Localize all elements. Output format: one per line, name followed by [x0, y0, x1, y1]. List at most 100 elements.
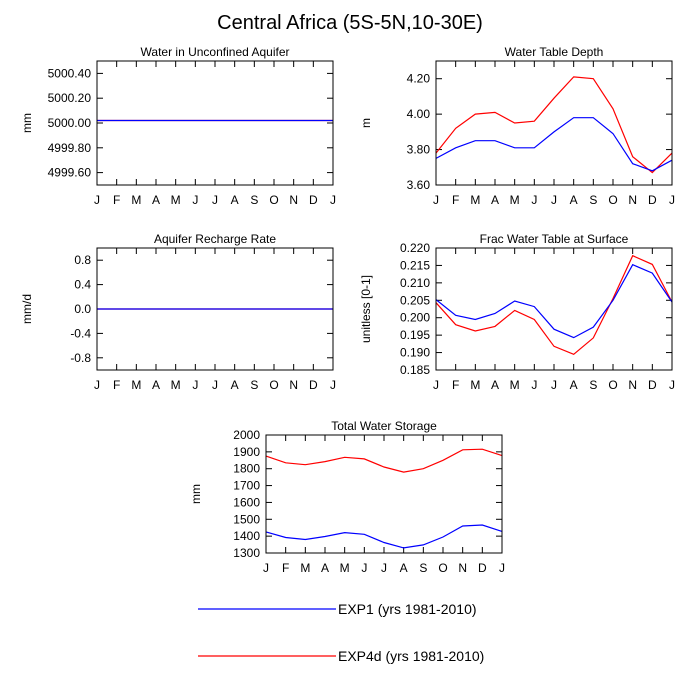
x-tick-label: M [171, 193, 181, 207]
x-tick-label: J [361, 561, 367, 575]
x-tick-label: F [113, 378, 120, 392]
y-tick-label: 0.8 [74, 253, 91, 267]
y-tick-label: 1600 [233, 495, 260, 509]
x-tick-label: J [94, 193, 100, 207]
x-tick-label: N [628, 378, 637, 392]
y-tick-label: 5000.20 [48, 91, 92, 105]
x-tick-label: S [589, 378, 597, 392]
y-tick-label: 4.00 [407, 107, 431, 121]
x-tick-label: A [570, 193, 578, 207]
x-tick-label: O [438, 561, 447, 575]
y-tick-label: 2000 [233, 428, 260, 442]
y-axis-label: unitless [0-1] [359, 275, 373, 343]
legend-label: EXP1 (yrs 1981-2010) [338, 601, 477, 617]
x-tick-label: A [491, 193, 499, 207]
panel-title: Frac Water Table at Surface [480, 232, 629, 246]
x-tick-label: J [94, 378, 100, 392]
x-tick-label: M [300, 561, 310, 575]
x-tick-label: D [478, 561, 487, 575]
x-tick-label: J [263, 561, 269, 575]
x-tick-label: O [608, 378, 617, 392]
x-tick-label: D [309, 378, 318, 392]
x-tick-label: N [289, 378, 298, 392]
x-tick-label: S [250, 193, 258, 207]
y-tick-label: 1300 [233, 546, 260, 560]
x-tick-label: F [452, 378, 459, 392]
x-tick-label: M [171, 378, 181, 392]
x-tick-label: D [648, 193, 657, 207]
x-tick-label: M [470, 378, 480, 392]
x-tick-label: J [192, 193, 198, 207]
x-tick-label: A [570, 378, 578, 392]
plot-frame [96, 60, 334, 186]
x-tick-label: A [400, 561, 408, 575]
x-tick-label: A [321, 561, 329, 575]
y-tick-label: 0.0 [74, 302, 91, 316]
x-tick-label: J [433, 193, 439, 207]
x-tick-label: M [510, 193, 520, 207]
x-tick-label: S [419, 561, 427, 575]
y-tick-label: 3.60 [407, 178, 431, 192]
x-tick-label: M [510, 378, 520, 392]
x-tick-label: S [250, 378, 258, 392]
y-tick-label: 1400 [233, 529, 260, 543]
x-tick-label: J [212, 193, 218, 207]
y-tick-label: 4999.80 [48, 141, 92, 155]
y-tick-label: 4.20 [407, 72, 431, 86]
y-tick-label: 1800 [233, 462, 260, 476]
x-tick-label: F [113, 193, 120, 207]
x-tick-label: A [231, 378, 239, 392]
y-tick-label: 3.80 [407, 143, 431, 157]
y-tick-label: 1500 [233, 512, 260, 526]
x-tick-label: J [381, 561, 387, 575]
x-tick-label: N [289, 193, 298, 207]
x-tick-label: N [628, 193, 637, 207]
y-axis-label: mm [20, 113, 34, 133]
panel-title: Water Table Depth [505, 45, 604, 59]
x-tick-label: J [551, 378, 557, 392]
y-axis-label: m [359, 118, 373, 128]
y-tick-label: 0.200 [400, 311, 430, 325]
y-tick-label: 0.220 [400, 241, 430, 255]
y-axis-label: mm/d [20, 294, 34, 324]
panel-title: Total Water Storage [331, 419, 437, 433]
x-tick-label: O [269, 193, 278, 207]
x-tick-label: M [470, 193, 480, 207]
x-tick-label: M [131, 378, 141, 392]
x-tick-label: J [669, 378, 675, 392]
plot-frame [265, 434, 503, 554]
plot-frame [435, 60, 673, 186]
x-tick-label: J [212, 378, 218, 392]
x-tick-label: J [531, 378, 537, 392]
x-tick-label: J [330, 378, 336, 392]
series-line-exp1 [435, 117, 673, 172]
plot-frame [96, 247, 334, 371]
x-tick-label: F [452, 193, 459, 207]
x-tick-label: J [551, 193, 557, 207]
series-line-exp1 [435, 263, 673, 339]
y-tick-label: 4999.60 [48, 166, 92, 180]
y-tick-label: -0.4 [70, 326, 91, 340]
x-tick-label: A [491, 378, 499, 392]
series-line-exp4d [265, 448, 503, 473]
panel-title: Aquifer Recharge Rate [154, 232, 276, 246]
x-tick-label: A [152, 193, 160, 207]
plot-frame [435, 247, 673, 371]
x-tick-label: M [340, 561, 350, 575]
x-tick-label: D [648, 378, 657, 392]
x-tick-label: D [309, 193, 318, 207]
series-line-exp4d [435, 254, 673, 355]
panel-title: Water in Unconfined Aquifer [141, 45, 290, 59]
y-tick-label: 0.185 [400, 363, 430, 377]
legend-item-1: EXP1 (yrs 1981-2010) [198, 601, 477, 617]
y-tick-label: 0.4 [74, 278, 91, 292]
x-tick-label: N [458, 561, 467, 575]
x-tick-label: J [192, 378, 198, 392]
legend-label: EXP4d (yrs 1981-2010) [338, 648, 484, 664]
x-tick-label: J [531, 193, 537, 207]
x-tick-label: A [152, 378, 160, 392]
x-tick-label: J [433, 378, 439, 392]
